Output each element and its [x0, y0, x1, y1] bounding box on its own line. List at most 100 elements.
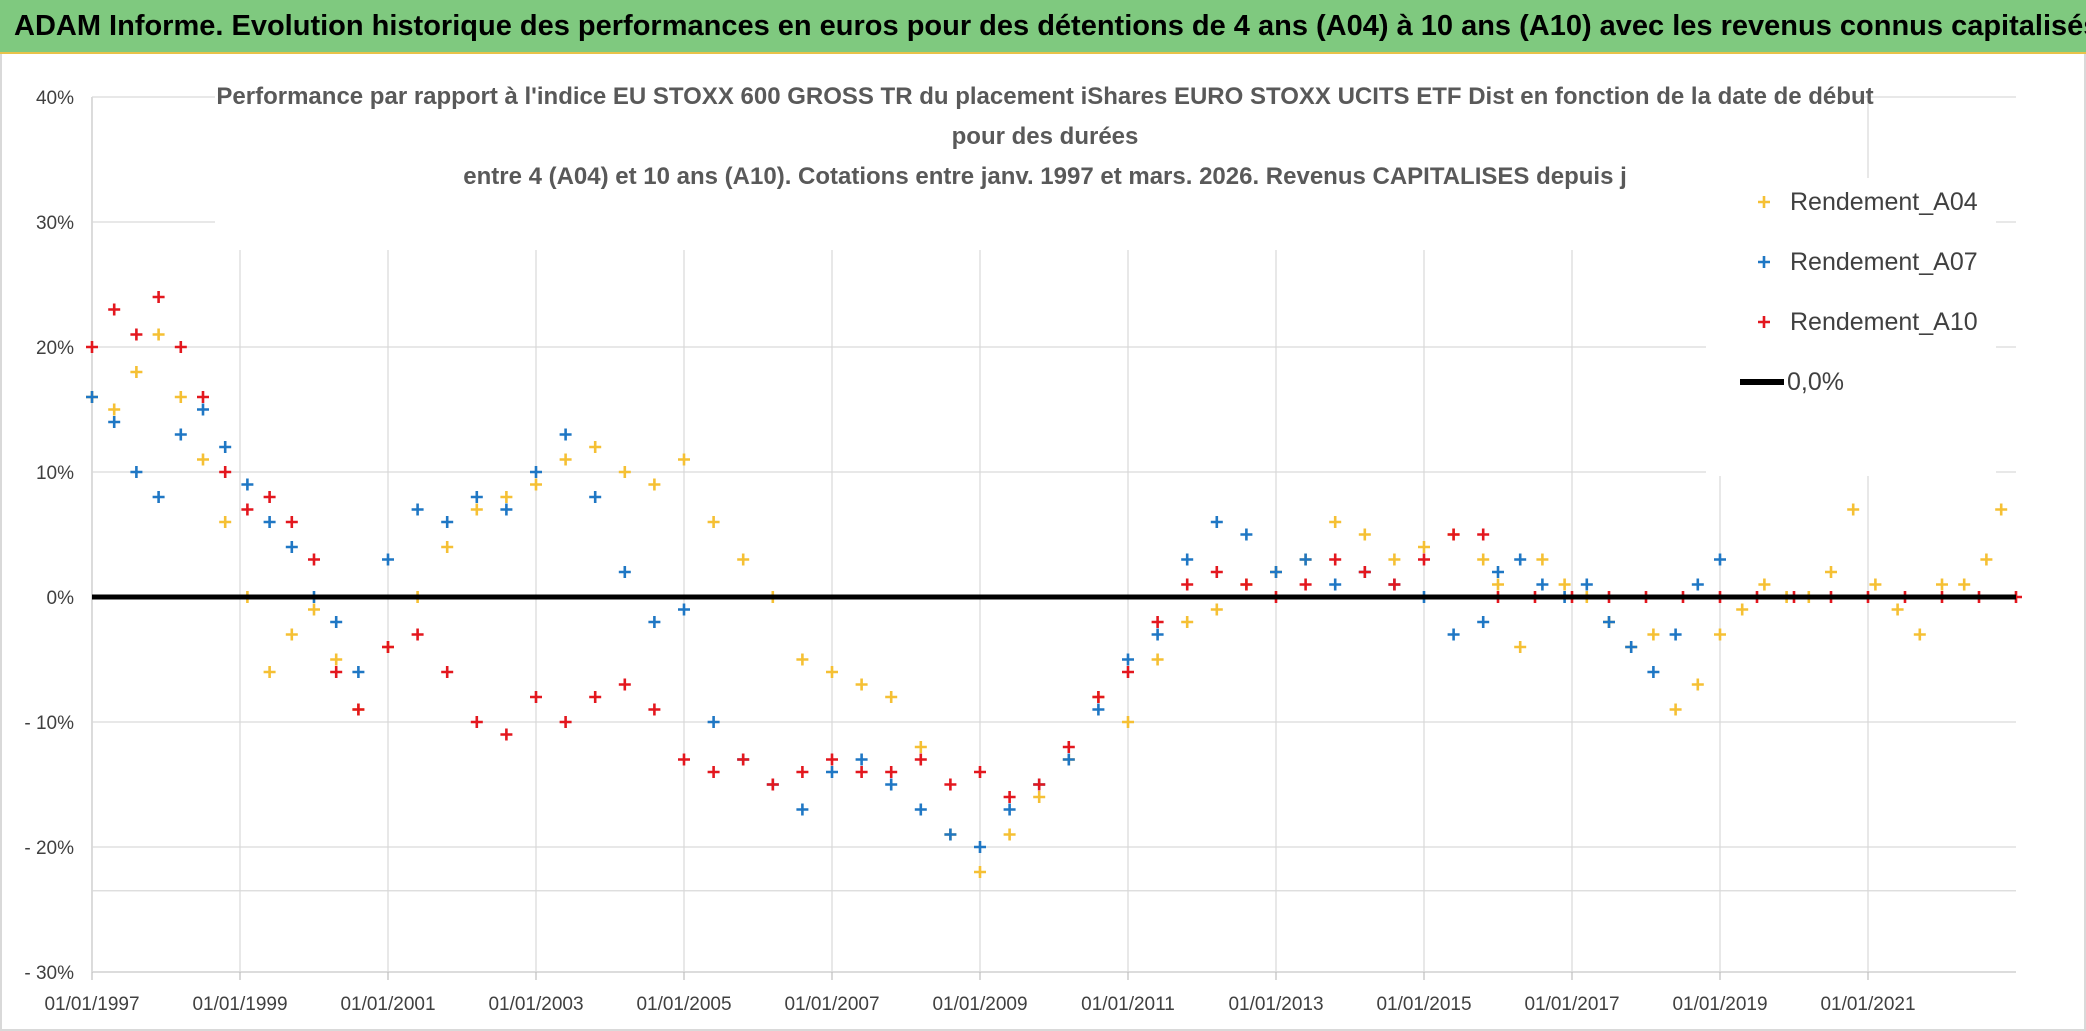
- data-point: [411, 503, 424, 516]
- data-point: [1240, 578, 1253, 591]
- data-point: [1210, 516, 1223, 528]
- data-point: [559, 453, 572, 466]
- data-point: [1758, 578, 1771, 591]
- data-point: [1210, 566, 1223, 578]
- data-point: [648, 703, 661, 716]
- chart-title-line: pour des durées: [952, 123, 1139, 150]
- data-point: [174, 391, 187, 403]
- data-point: [1358, 528, 1371, 541]
- data-point: [1477, 528, 1490, 541]
- legend-item-rendement-a07[interactable]: Rendement_A07: [1758, 248, 1978, 276]
- data-point: [559, 428, 572, 441]
- x-tick-label: 01/01/2017: [1524, 994, 1619, 1015]
- data-point: [86, 341, 98, 353]
- data-point: [618, 466, 631, 478]
- data-point: [500, 728, 513, 741]
- scatter-chart: 40% 30% 20% 10% 0% - 10% - 20% - 30% 01/01/1997…: [24, 80, 2022, 1015]
- y-axis-tick-labels: 40% 30% 20% 10% 0% - 10% - 20% - 30%: [24, 88, 74, 984]
- data-point: [1122, 666, 1134, 678]
- data-point: [219, 441, 232, 453]
- data-point: [441, 541, 454, 553]
- data-point: [1625, 641, 1638, 653]
- data-point: [678, 753, 690, 766]
- data-point: [1092, 703, 1105, 716]
- legend[interactable]: Rendement_A04 Rendement_A07 Rendement_A10 0…: [1740, 188, 1978, 396]
- data-point: [1151, 628, 1164, 641]
- legend-label: Rendement_A07: [1790, 248, 1978, 276]
- data-point: [241, 503, 254, 516]
- chart-title: Performance par rapport à l'indice EU ST…: [216, 83, 1873, 190]
- data-point: [152, 328, 165, 341]
- data-point: [130, 466, 143, 478]
- data-point: [1913, 628, 1926, 641]
- data-point: [219, 466, 232, 478]
- data-point: [678, 453, 690, 466]
- data-point: [174, 428, 187, 441]
- series-points: [86, 291, 2022, 878]
- y-tick-label: 10%: [36, 463, 74, 484]
- data-point: [1033, 791, 1046, 803]
- data-point: [1329, 553, 1342, 566]
- data-point: [796, 766, 809, 778]
- data-point: [885, 766, 898, 778]
- data-point: [1418, 541, 1430, 553]
- data-point: [108, 416, 121, 428]
- data-point: [1033, 778, 1046, 791]
- data-point: [174, 341, 187, 353]
- data-point: [589, 691, 602, 703]
- data-point: [707, 716, 720, 728]
- data-point: [707, 766, 720, 778]
- data-point: [285, 628, 298, 641]
- data-point: [1825, 566, 1837, 578]
- data-point: [589, 441, 602, 453]
- legend-marker-swatch: [1758, 196, 1770, 208]
- data-point: [1647, 666, 1660, 678]
- data-point: [1447, 528, 1460, 541]
- data-point: [441, 666, 454, 678]
- data-point: [974, 866, 986, 878]
- data-point: [1492, 578, 1504, 591]
- series-rendement-a10: [86, 291, 2022, 803]
- x-tick-label: 01/01/2011: [1081, 994, 1175, 1015]
- data-point: [470, 491, 483, 503]
- data-point: [1181, 578, 1194, 591]
- legend-item-rendement-a10[interactable]: Rendement_A10: [1758, 308, 1978, 336]
- data-point: [914, 741, 927, 753]
- x-tick-label: 01/01/2013: [1228, 994, 1323, 1015]
- data-point: [974, 766, 986, 778]
- data-point: [885, 778, 898, 791]
- data-point: [1062, 753, 1075, 766]
- data-point: [411, 628, 424, 641]
- x-tick-label: 01/01/1999: [192, 994, 287, 1015]
- data-point: [1299, 578, 1312, 591]
- data-point: [130, 366, 143, 378]
- x-axis-tick-labels: 01/01/1997 01/01/1999 01/01/2001 01/01/2003…: [44, 994, 1915, 1015]
- data-point: [1181, 616, 1194, 628]
- data-point: [826, 766, 838, 778]
- data-point: [1603, 616, 1615, 628]
- legend-item-rendement-a04[interactable]: Rendement_A04: [1758, 188, 1978, 216]
- data-point: [263, 666, 276, 678]
- data-point: [1210, 603, 1223, 616]
- data-point: [330, 653, 343, 666]
- legend-label: 0,0%: [1787, 368, 1844, 396]
- x-tick-label: 01/01/2015: [1376, 994, 1471, 1015]
- data-point: [1736, 603, 1749, 616]
- data-point: [648, 616, 661, 628]
- data-point: [197, 453, 209, 466]
- data-point: [1477, 616, 1490, 628]
- data-point: [382, 641, 394, 653]
- x-tick-label: 01/01/2005: [636, 994, 731, 1015]
- data-point: [470, 503, 483, 516]
- data-point: [885, 691, 898, 703]
- data-point: [1329, 516, 1342, 528]
- legend-item-0-0[interactable]: 0,0%: [1740, 368, 1844, 396]
- data-point: [152, 491, 165, 503]
- data-point: [1536, 578, 1549, 591]
- data-point: [1003, 828, 1016, 841]
- data-point: [1936, 578, 1948, 591]
- x-tick-label: 01/01/2021: [1820, 994, 1915, 1015]
- data-point: [308, 603, 320, 616]
- data-point: [1003, 803, 1016, 816]
- data-point: [1647, 628, 1660, 641]
